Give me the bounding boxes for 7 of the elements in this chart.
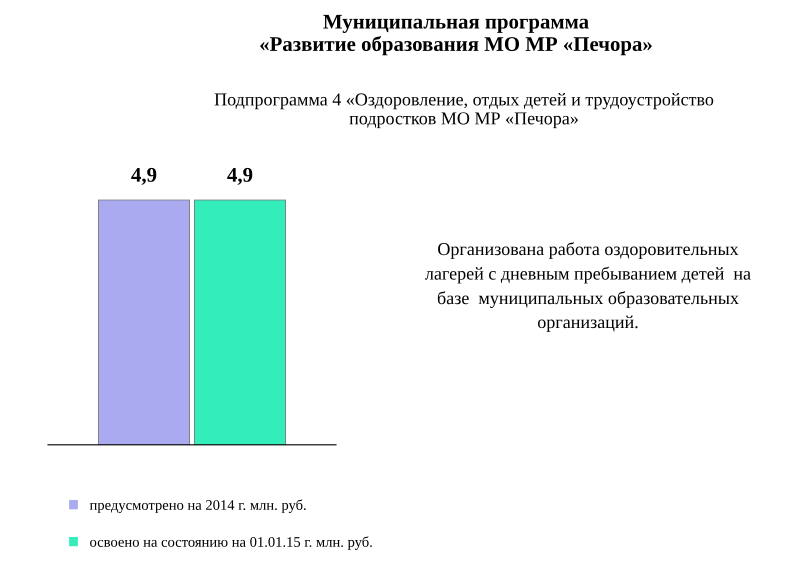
legend-label: освоено на состоянию на 01.01.15 г. млн. руб.: [90, 536, 372, 550]
text: Организована работа оздоровительных лагерей с дневным пребыванием детей на базе муниципальных образовательных организаций.: [425, 242, 751, 332]
data-label: 4,9: [131, 168, 156, 185]
legend-label: предусмотрено на 2014 г. млн. руб.: [90, 499, 306, 513]
text: Подпрограмма 4 «Оздоровление, отдых детей и трудоустройство подростков МО МР «Печора»: [214, 93, 714, 128]
data-label: 4,9: [227, 168, 252, 185]
text: Муниципальная программа «Развитие образования МО МР «Печора»: [260, 14, 652, 56]
